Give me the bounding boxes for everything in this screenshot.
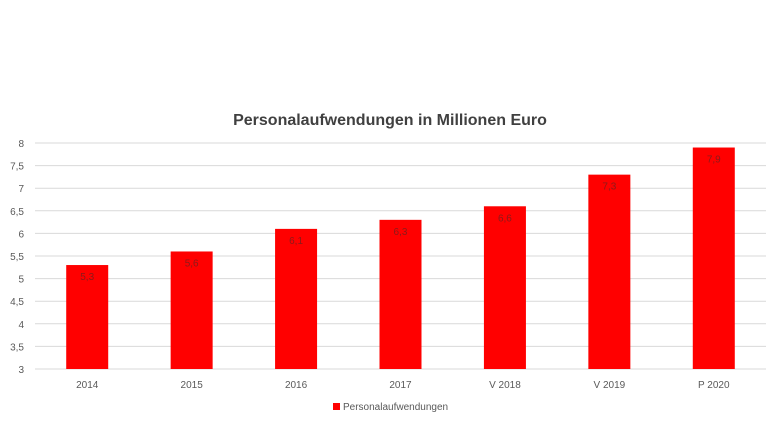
bar	[170, 251, 213, 369]
y-tick-label: 7,5	[10, 162, 24, 173]
y-tick-label: 4	[18, 320, 24, 331]
bar	[692, 147, 735, 369]
legend-label: Personalaufwendungen	[343, 402, 448, 413]
x-tick-label: P 2020	[698, 380, 730, 391]
y-tick-label: 7	[18, 184, 24, 195]
y-tick-label: 3	[18, 365, 24, 376]
data-label: 5,3	[80, 272, 94, 283]
y-tick-label: 8	[18, 139, 24, 150]
y-tick-label: 5,5	[10, 252, 24, 263]
y-tick-label: 3,5	[10, 342, 24, 353]
legend-swatch	[333, 403, 340, 410]
x-tick-label: 2017	[389, 380, 412, 391]
data-label: 7,3	[602, 182, 616, 193]
x-tick-label: V 2018	[489, 380, 521, 391]
data-label: 5,6	[185, 258, 199, 269]
y-tick-label: 5	[18, 275, 24, 286]
x-tick-label: 2015	[181, 380, 204, 391]
legend: Personalaufwendungen	[333, 402, 448, 413]
bar	[483, 206, 526, 369]
bar	[379, 219, 422, 369]
chart-title: Personalaufwendungen in Millionen Euro	[233, 112, 547, 129]
data-label: 6,1	[289, 236, 303, 247]
bar	[588, 174, 631, 369]
data-label: 6,3	[394, 227, 408, 238]
x-tick-label: V 2019	[594, 380, 626, 391]
data-label: 7,9	[707, 155, 721, 166]
y-tick-label: 6,5	[10, 207, 24, 218]
bar	[275, 228, 318, 369]
y-tick-label: 6	[18, 229, 24, 240]
y-tick-label: 4,5	[10, 297, 24, 308]
data-label: 6,6	[498, 213, 512, 224]
x-tick-label: 2014	[76, 380, 99, 391]
bar	[66, 265, 109, 369]
x-tick-label: 2016	[285, 380, 308, 391]
